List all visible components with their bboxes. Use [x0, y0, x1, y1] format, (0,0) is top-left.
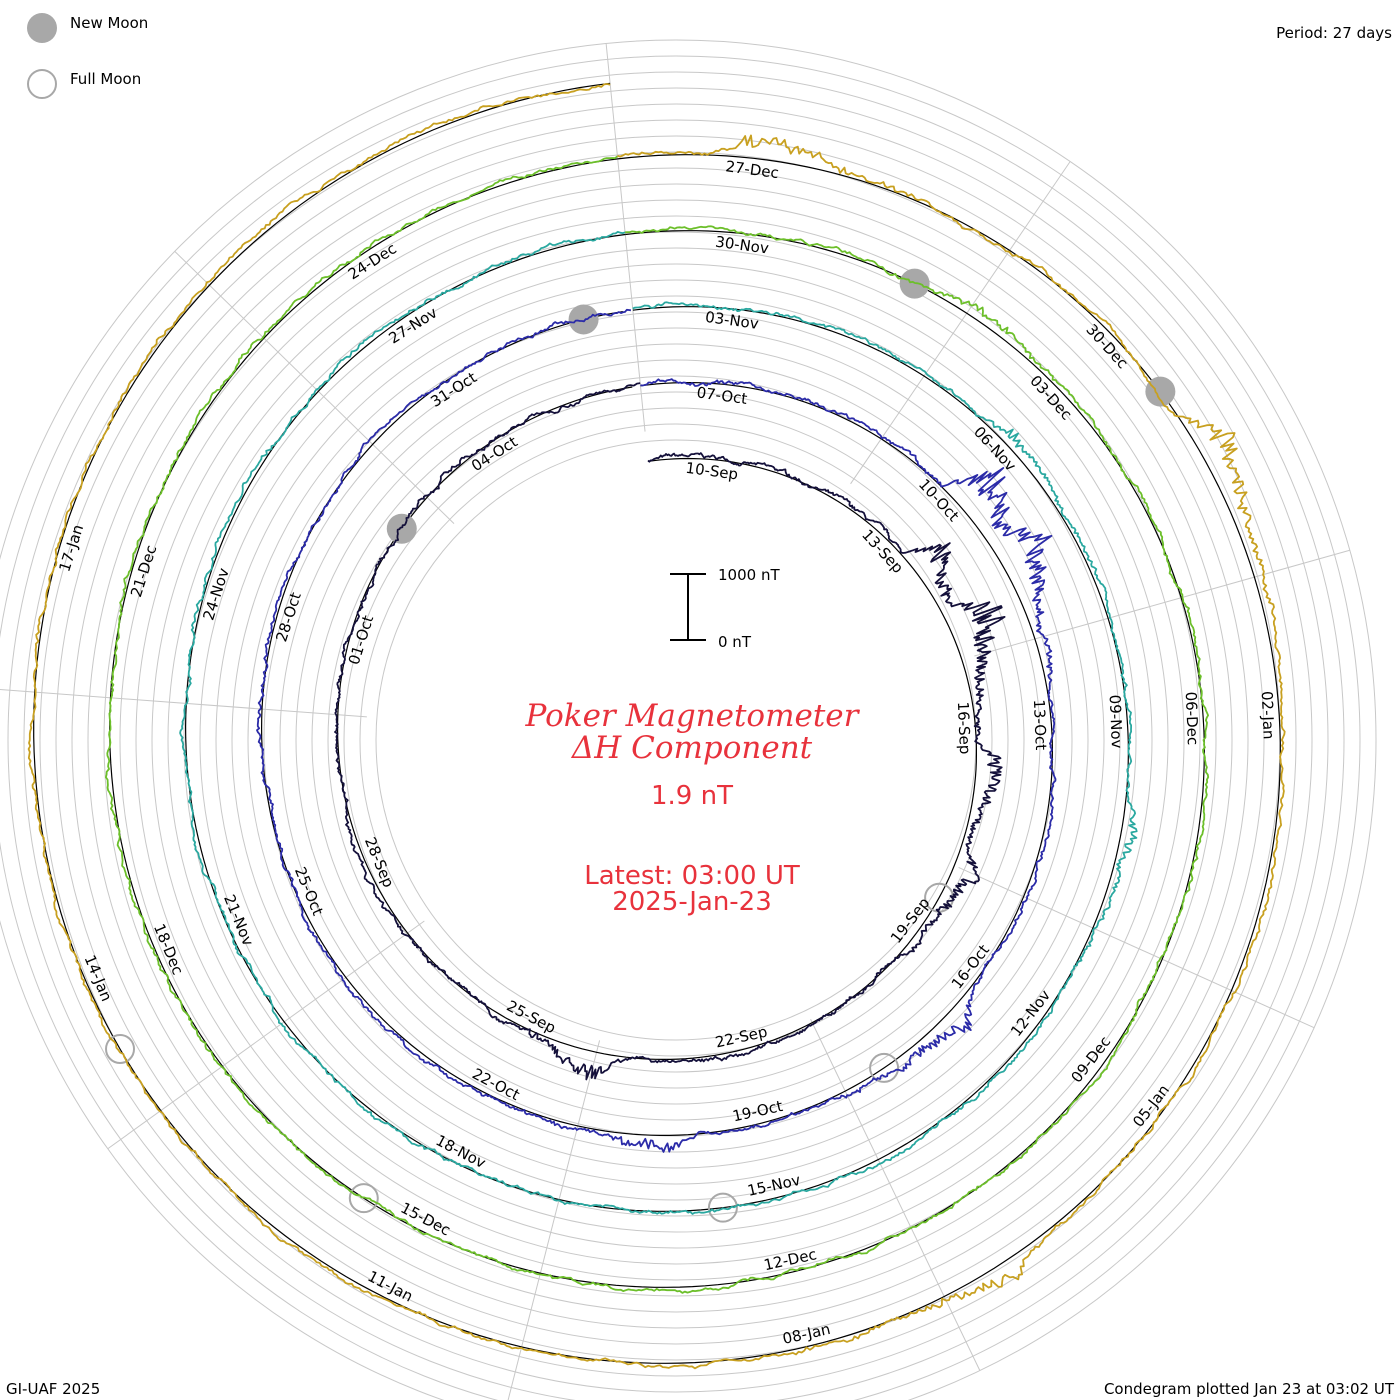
- grid-ring: [295, 359, 1057, 1121]
- footer-plotted: Condegram plotted Jan 23 at 03:02 UT: [1104, 1380, 1395, 1398]
- latest-date: 2025-Jan-23: [612, 887, 772, 917]
- new-moon-legend-label: New Moon: [70, 14, 148, 32]
- full-moon-marker: [348, 1183, 379, 1214]
- date-label: 12-Nov: [1007, 986, 1054, 1040]
- grid-ring: [55, 119, 1297, 1361]
- trace-cycle-4: [105, 155, 1210, 1294]
- date-label: 24-Dec: [345, 239, 400, 283]
- baseline-ring: [337, 386, 977, 1060]
- period-label: Period: 27 days: [1276, 24, 1392, 42]
- new-moon-marker: [568, 304, 599, 335]
- grid-ring: [7, 71, 1345, 1400]
- grid-ring: [39, 103, 1313, 1377]
- full-moon-icon: [27, 69, 57, 99]
- grid-ring: [135, 199, 1217, 1281]
- spoke: [0, 689, 367, 718]
- grid-ring: [103, 167, 1249, 1313]
- scale-bottom-label: 0 nT: [718, 633, 752, 651]
- spoke: [974, 549, 1350, 657]
- spoke: [810, 1019, 981, 1371]
- grid-ring: [23, 87, 1329, 1393]
- spoke: [174, 251, 455, 524]
- baseline-ring: [260, 311, 1054, 1136]
- date-label: 15-Nov: [746, 1171, 803, 1200]
- grid-ring: [199, 263, 1153, 1217]
- grid-ring: [359, 423, 993, 1057]
- grid-ring: [119, 183, 1233, 1297]
- trace-cycle-5: [27, 83, 1286, 1370]
- scale-top-label: 1000 nT: [718, 566, 780, 584]
- grid-ring: [327, 391, 1025, 1089]
- full-moon-marker: [105, 1033, 136, 1064]
- date-label: 19-Sep: [887, 894, 933, 947]
- full-moon-legend-label: Full Moon: [70, 70, 141, 88]
- grid-ring: [343, 407, 1009, 1073]
- spoke: [605, 43, 646, 432]
- date-label: 16-Sep: [954, 701, 974, 754]
- grid-ring: [279, 343, 1073, 1137]
- date-label: 13-Sep: [858, 526, 907, 577]
- new-moon-marker: [386, 513, 417, 544]
- new-moon-marker: [1145, 376, 1176, 407]
- date-label: 09-Nov: [1106, 694, 1126, 749]
- spoke: [507, 1040, 601, 1400]
- grid-ring: [0, 55, 1361, 1400]
- grid-ring: [167, 231, 1185, 1249]
- grid-ring: [311, 375, 1041, 1105]
- trace-cycle-3: [179, 230, 1138, 1215]
- data-traces: [27, 83, 1286, 1370]
- full-moon-marker: [869, 1052, 900, 1083]
- grid-ring: [247, 311, 1105, 1169]
- date-label: 02-Jan: [1258, 691, 1278, 740]
- grid-ring: [0, 39, 1377, 1400]
- date-label: 06-Dec: [1182, 691, 1202, 745]
- scale-bar: 1000 nT 0 nT: [670, 566, 780, 651]
- date-label: 28-Sep: [361, 834, 398, 890]
- spoke: [850, 161, 1071, 485]
- radial-spokes: [0, 43, 1350, 1400]
- date-label: 13-Oct: [1030, 699, 1050, 751]
- grid-rings: [0, 39, 1377, 1400]
- spoke: [958, 866, 1315, 1029]
- current-value: 1.9 nT: [651, 781, 733, 811]
- trace-cycle-1: [334, 382, 1006, 1081]
- grid-ring: [215, 279, 1137, 1201]
- trace-cycle-2: [256, 308, 1057, 1153]
- full-moon-marker: [707, 1192, 738, 1223]
- grid-ring: [231, 295, 1121, 1185]
- chart-subtitle: ΔH Component: [571, 730, 813, 766]
- grid-ring: [183, 247, 1169, 1233]
- chart-title: Poker Magnetometer: [525, 698, 861, 734]
- date-label: 17-Jan: [55, 522, 87, 574]
- latest-time: Latest: 03:00 UT: [584, 861, 800, 891]
- new-moon-icon: [27, 13, 57, 43]
- footer-credit: GI-UAF 2025: [6, 1380, 100, 1398]
- date-label: 03-Dec: [1026, 372, 1075, 424]
- date-label: 09-Dec: [1067, 1033, 1114, 1086]
- grid-ring: [263, 327, 1089, 1153]
- grid-ring: [151, 215, 1201, 1265]
- date-label: 07-Oct: [696, 383, 749, 408]
